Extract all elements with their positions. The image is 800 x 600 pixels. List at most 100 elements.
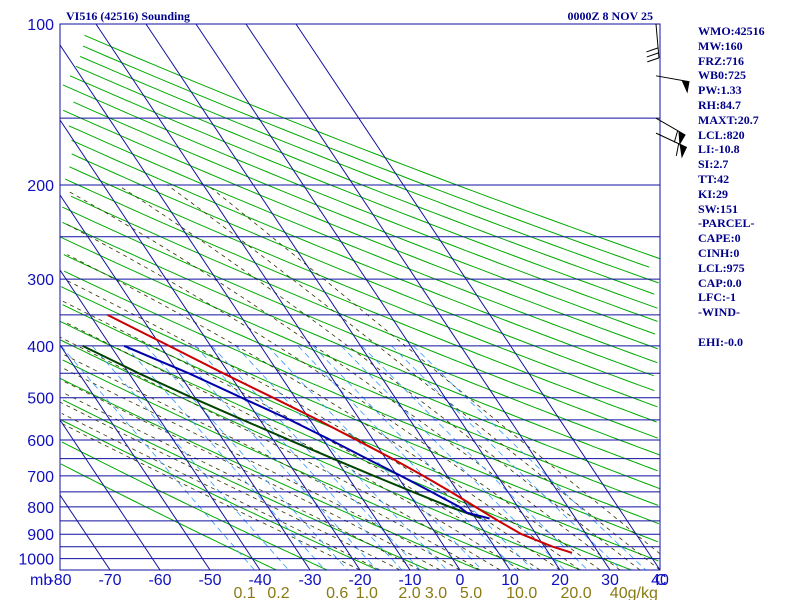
pressure-tick-label: 900	[27, 527, 54, 544]
temperature-tick-label: -70	[98, 572, 121, 589]
index-item	[698, 320, 798, 335]
temperature-tick-label: -80	[48, 572, 71, 589]
index-item: CINH:0	[698, 245, 740, 260]
index-item: LCL:975	[698, 260, 745, 275]
mixing-ratio-lines	[60, 345, 647, 571]
index-item: WMO:42516	[698, 24, 765, 38]
isotherm-line	[145, 23, 511, 571]
mixing-ratio-line	[235, 345, 448, 571]
index-item: CAPE:0	[698, 231, 741, 246]
dry-adiabat	[62, 109, 658, 350]
dry-adiabat	[60, 419, 379, 571]
moist-adiabat	[62, 380, 441, 571]
moist-adiabat	[207, 184, 661, 555]
wind-barb	[646, 23, 660, 63]
wind-barb-pennant	[678, 131, 686, 146]
temperature-tick-label: -10	[398, 572, 421, 589]
temperature-tick-label: 40	[651, 572, 669, 589]
isotherm-line	[59, 494, 111, 571]
index-item: SW:151	[698, 201, 739, 216]
dry-adiabat	[62, 84, 658, 322]
dry-adiabat	[61, 441, 328, 571]
parcel-line	[123, 344, 490, 520]
wind-barb-flag	[675, 143, 680, 156]
index-item: SI:2.7	[698, 157, 729, 172]
temperature-tick-label: 20	[551, 572, 569, 589]
wind-barb-flag	[646, 47, 659, 53]
isotherm-line	[59, 344, 211, 571]
isotherm-line	[59, 269, 261, 571]
mixing-ratio-label: 0.1	[233, 585, 255, 600]
index-item: KI:29	[698, 186, 728, 201]
mixing-ratio-line	[340, 345, 565, 571]
moist-adiabat	[63, 321, 521, 571]
pressure-tick-label: 500	[27, 391, 54, 408]
dewpoint-line	[82, 345, 482, 520]
mixing-ratio-line	[211, 345, 421, 571]
mixing-ratio-line	[312, 345, 534, 571]
plot-frame	[59, 23, 661, 571]
dry-adiabat	[84, 34, 661, 260]
wind-barb-staff	[655, 117, 686, 136]
index-item: WB0:725	[698, 68, 746, 83]
dry-adiabat	[62, 359, 531, 571]
station-title: VI516 (42516) Sounding	[66, 9, 190, 23]
index-item: LFC:-1	[698, 290, 736, 305]
wind-barb	[655, 132, 688, 159]
temperature-tick-label: -60	[148, 572, 171, 589]
x-axis-label: C	[655, 572, 667, 589]
dry-adiabat	[60, 463, 277, 571]
profile-series	[82, 314, 573, 554]
mixing-ratio-line	[172, 345, 378, 571]
index-item: TT:42	[698, 171, 730, 186]
pressure-tick-label: 400	[27, 339, 54, 356]
wind-barb-flag	[673, 130, 679, 143]
isotherm-line	[95, 23, 461, 571]
temperature-tick-label: -40	[248, 572, 271, 589]
grid	[59, 23, 661, 571]
dry-adiabat	[63, 254, 659, 506]
mixing-ratio-line	[361, 345, 588, 571]
temperature-tick-label: -50	[198, 572, 221, 589]
wind-barb	[655, 75, 690, 94]
temperature-tick-label: 30	[601, 572, 619, 589]
wind-barbs	[646, 23, 690, 159]
mixing-ratio-line	[91, 345, 289, 571]
wind-barb-flag	[647, 57, 660, 63]
mixing-ratio-line	[267, 345, 483, 571]
index-item: EHI:-0.0	[698, 334, 743, 349]
dry-adiabat	[71, 153, 655, 392]
temperature-tick-label: 0	[456, 572, 465, 589]
dry-adiabat	[80, 56, 659, 284]
dry-adiabat	[59, 236, 661, 490]
index-item: RH:84.7	[698, 97, 741, 112]
temperature-tick-label: -30	[298, 572, 321, 589]
dry-adiabat	[75, 65, 655, 295]
isotherm-line	[295, 23, 661, 571]
index-item: LI:-10.8	[698, 142, 740, 157]
dry-adiabat	[69, 166, 658, 408]
mixing-ratio-label: 40g/kg	[610, 585, 658, 600]
moist-adiabat	[62, 423, 361, 571]
mixing-ratio-label: 3.0	[425, 585, 447, 600]
dry-adiabat	[63, 270, 659, 525]
temperature-tick-label: 10	[501, 572, 519, 589]
dry-adiabat	[69, 75, 658, 309]
isotherm-line	[59, 119, 361, 571]
dry-adiabat	[70, 195, 658, 439]
mixing-ratio-line	[145, 345, 348, 571]
index-item: MW:160	[698, 38, 743, 53]
moist-adiabat	[62, 300, 541, 571]
dry-adiabat	[59, 320, 632, 571]
index-item: -PARCEL-	[698, 216, 755, 231]
dry-adiabat	[73, 101, 656, 335]
pressure-tick-label: 300	[27, 272, 54, 289]
index-item: LCL:820	[698, 127, 745, 142]
moist-adiabat	[63, 278, 561, 571]
index-item: FRZ:716	[698, 53, 744, 68]
mixing-ratio-label: 5.0	[460, 585, 482, 600]
index-item: MAXT:20.7	[698, 112, 759, 127]
isotherm-line	[195, 23, 561, 571]
temperature-tick-label: -20	[348, 572, 371, 589]
